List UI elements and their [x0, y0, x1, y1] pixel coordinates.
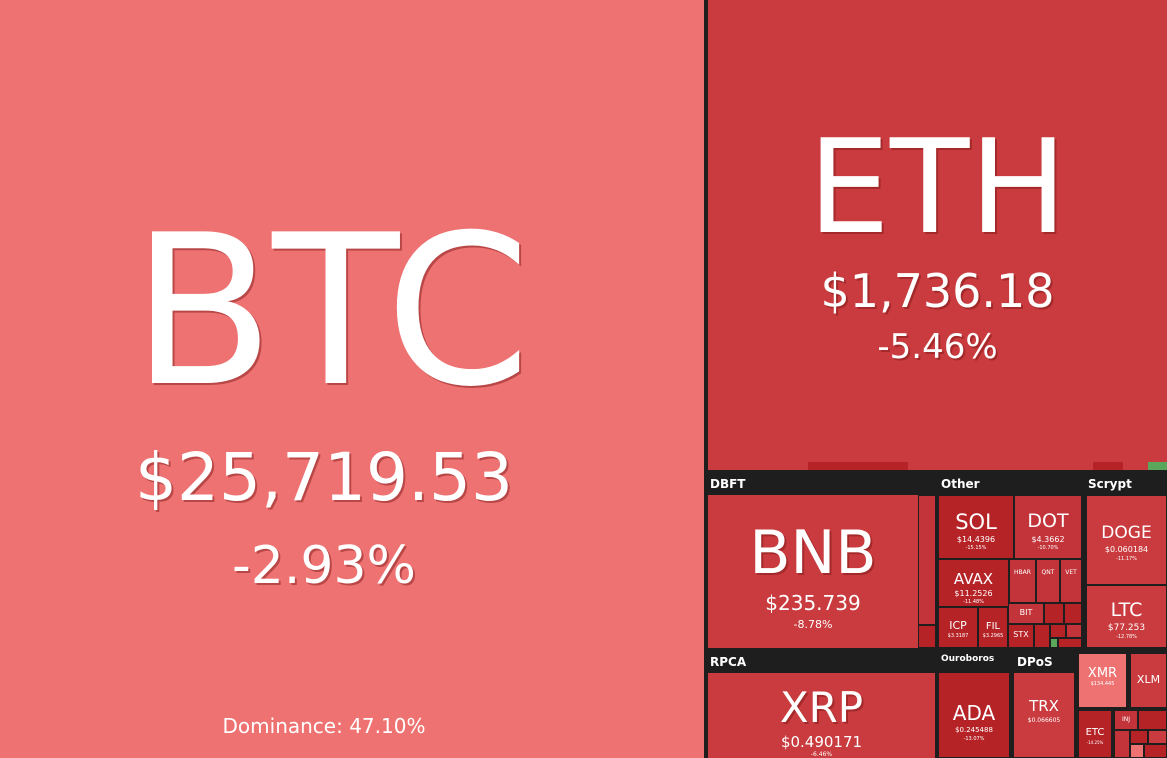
eth-sub-tile [808, 462, 908, 470]
tile-xlm[interactable]: XLM [1130, 653, 1167, 708]
trx-price: $0.066605 [1027, 717, 1061, 724]
cluster-sub-tile [1144, 744, 1167, 758]
doge-price: $0.060184 [1104, 545, 1149, 554]
tile-qnt[interactable]: QNT [1036, 559, 1060, 603]
other-sub-tile [1064, 603, 1082, 624]
btc-price: $25,719.53 [135, 439, 513, 516]
tile-trx[interactable]: TRX $0.066605 [1013, 672, 1075, 758]
tile-btc[interactable]: BTC $25,719.53 -2.93% Dominance: 47.10% [0, 0, 704, 758]
stx-symbol: STX [1013, 630, 1029, 639]
hbar-symbol: HBAR [1014, 569, 1031, 576]
trx-symbol: TRX [1029, 697, 1059, 715]
ada-symbol: ADA [952, 701, 996, 725]
dot-price: $4.3662 [1031, 535, 1065, 544]
group-bar-dbft [704, 472, 1167, 494]
tile-sol[interactable]: SOL $14.4396 -15.15% [938, 495, 1014, 559]
ltc-price: $77.253 [1107, 623, 1146, 633]
eth-symbol: ETH [807, 111, 1068, 263]
tile-etc[interactable]: ETC -14.25% [1078, 710, 1112, 758]
tile-stx[interactable]: STX [1008, 624, 1034, 648]
tile-avax[interactable]: AVAX $11.2526 -11.48% [938, 559, 1009, 607]
eth-change: -5.46% [877, 327, 998, 367]
other-sub-tile [1058, 638, 1082, 648]
tile-doge[interactable]: DOGE $0.060184 -11.17% [1086, 495, 1167, 585]
cluster-sub-tile [1148, 730, 1167, 744]
vet-symbol: VET [1065, 569, 1077, 576]
cluster-sub-tile [1130, 744, 1144, 758]
xrp-change: -6.46% [810, 751, 833, 758]
tile-xrp[interactable]: XRP $0.490171 -6.46% [708, 673, 935, 758]
sol-price: $14.4396 [956, 535, 996, 544]
eth-sub-tile [1148, 462, 1167, 470]
icp-price: $3.3187 [947, 633, 969, 639]
other-sub-tile [1034, 624, 1050, 648]
other-sub-tile [1066, 624, 1082, 638]
btc-symbol: BTC [131, 191, 531, 433]
fil-price: $3.2965 [982, 633, 1004, 639]
xrp-symbol: XRP [779, 683, 864, 732]
bit-symbol: BIT [1019, 608, 1033, 617]
doge-symbol: DOGE [1101, 523, 1152, 543]
tile-inj[interactable]: INJ [1114, 710, 1138, 730]
group-label-dbft: DBFT [710, 477, 746, 491]
tile-fil[interactable]: FIL $3.2965 [978, 607, 1008, 648]
tile-bnb[interactable]: BNB $235.739 -8.78% [708, 495, 918, 648]
eth-sub-tile [1093, 462, 1123, 470]
cluster-sub-tile [1130, 730, 1148, 744]
ltc-change: -12.78% [1116, 634, 1137, 640]
other-sub-tile [1050, 638, 1058, 648]
group-label-scrypt: Scrypt [1088, 477, 1132, 491]
group-label-dpos: DPoS [1017, 655, 1053, 669]
tile-icp[interactable]: ICP $3.3187 [938, 607, 978, 648]
xmr-symbol: XMR [1087, 666, 1118, 681]
dbft-sub-tile [918, 495, 936, 625]
other-sub-tile [1050, 624, 1066, 638]
cluster-sub-tile [1114, 730, 1130, 758]
ada-change: -13.07% [963, 736, 985, 742]
btc-change: -2.93% [232, 536, 416, 596]
etc-change: -14.25% [1086, 740, 1104, 745]
xlm-symbol: XLM [1136, 673, 1161, 686]
etc-symbol: ETC [1085, 727, 1105, 738]
tile-vet[interactable]: VET [1060, 559, 1082, 603]
avax-price: $11.2526 [954, 589, 993, 598]
group-label-ouroboros: Ouroboros [941, 654, 995, 664]
bnb-price: $235.739 [765, 591, 861, 615]
tile-ltc[interactable]: LTC $77.253 -12.78% [1086, 585, 1167, 648]
dot-symbol: DOT [1027, 510, 1069, 532]
bnb-change: -8.78% [793, 618, 833, 631]
avax-symbol: AVAX [953, 570, 994, 588]
btc-dominance: Dominance: 47.10% [222, 714, 426, 738]
icp-symbol: ICP [949, 619, 967, 632]
tile-xmr[interactable]: XMR $134.445 [1078, 653, 1127, 708]
ltc-symbol: LTC [1110, 599, 1143, 621]
eth-price: $1,736.18 [820, 264, 1055, 318]
bnb-symbol: BNB [749, 518, 877, 588]
group-bar-bottom [704, 649, 1076, 671]
inj-symbol: INJ [1121, 716, 1131, 723]
doge-change: -11.17% [1116, 556, 1137, 562]
other-sub-tile [1044, 603, 1064, 624]
dbft-sub-tile [918, 625, 936, 648]
cluster-sub-tile [1138, 710, 1167, 730]
tile-hbar[interactable]: HBAR [1009, 559, 1036, 603]
sol-symbol: SOL [955, 510, 997, 534]
group-label-rpca: RPCA [710, 655, 747, 669]
avax-change: -11.48% [963, 599, 984, 605]
fil-symbol: FIL [985, 621, 1001, 632]
tile-dot[interactable]: DOT $4.3662 -10.70% [1014, 495, 1082, 559]
tile-bit[interactable]: BIT [1008, 603, 1044, 624]
xmr-price: $134.445 [1090, 681, 1115, 687]
sol-change: -15.15% [965, 545, 987, 551]
ada-price: $0.245488 [955, 726, 993, 734]
dot-change: -10.70% [1037, 545, 1059, 551]
qnt-symbol: QNT [1041, 569, 1055, 576]
tile-ada[interactable]: ADA $0.245488 -13.07% [938, 672, 1010, 758]
tile-eth[interactable]: ETH $1,736.18 -5.46% [708, 0, 1167, 470]
xrp-price: $0.490171 [780, 733, 863, 751]
group-label-other: Other [941, 477, 980, 491]
